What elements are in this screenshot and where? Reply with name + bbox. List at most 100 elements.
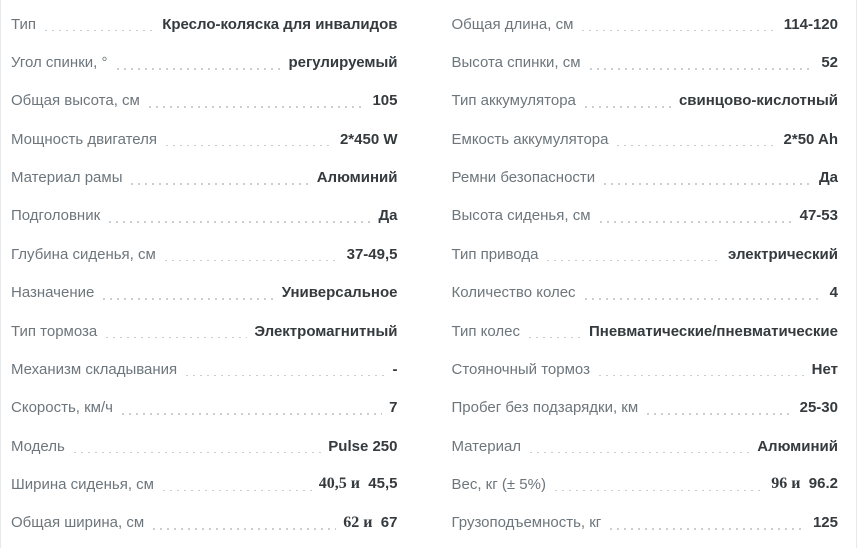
spec-row: Мощность двигателя 2*450 W bbox=[11, 120, 398, 158]
spec-row: Назначение Универсальное bbox=[11, 274, 398, 312]
spec-row: Общая длина, см 114-120 bbox=[452, 5, 839, 43]
spec-label: Ширина сиденья, см bbox=[11, 475, 154, 493]
spec-row: Глубина сиденья, см 37-49,5 bbox=[11, 235, 398, 273]
spec-label: Тип bbox=[11, 15, 37, 33]
spec-value-part: Да bbox=[818, 169, 838, 187]
spec-value-part: 62 и bbox=[343, 513, 373, 531]
spec-label: Мощность двигателя bbox=[11, 130, 158, 148]
dotted-leader bbox=[166, 144, 333, 147]
spec-value: Универсальное bbox=[282, 284, 398, 301]
spec-label: Ремни безопасности bbox=[451, 169, 596, 187]
spec-value: 96 и 96.2 bbox=[771, 475, 838, 493]
dotted-leader bbox=[109, 220, 372, 223]
spec-value-part: Алюминий bbox=[316, 169, 398, 187]
spec-value: 52 bbox=[821, 54, 838, 71]
spec-label: Механизм складывания bbox=[11, 360, 178, 378]
spec-label: Тип аккумулятора bbox=[451, 92, 576, 110]
dotted-leader bbox=[582, 29, 777, 32]
spec-row: Общая высота, см 105 bbox=[11, 82, 398, 120]
dotted-leader bbox=[164, 259, 340, 262]
spec-value-part: 25-30 bbox=[799, 399, 838, 417]
spec-row: Механизм складывания - bbox=[11, 350, 398, 388]
spec-value: Да bbox=[819, 169, 838, 186]
spec-value: Алюминий bbox=[317, 169, 398, 186]
spec-value: Пневматические/пневматические bbox=[589, 323, 838, 340]
spec-row: Вес, кг (± 5%) 96 и 96.2 bbox=[452, 465, 839, 503]
spec-value: Алюминий bbox=[757, 438, 838, 455]
dotted-leader bbox=[529, 336, 582, 339]
spec-row: Материал рамы Алюминий bbox=[11, 158, 398, 196]
spec-label: Стояночный тормоз bbox=[451, 360, 590, 378]
spec-label: Материал bbox=[451, 437, 522, 455]
spec-value-part: 67 bbox=[372, 513, 398, 531]
spec-label: Высота спинки, см bbox=[451, 54, 581, 72]
spec-row: Пробег без подзарядки, км 25-30 bbox=[452, 389, 839, 427]
spec-value: - bbox=[393, 361, 398, 378]
spec-value: Pulse 250 bbox=[328, 438, 397, 455]
dotted-leader bbox=[45, 29, 156, 32]
spec-value-part: 125 bbox=[812, 514, 838, 532]
spec-label: Материал рамы bbox=[11, 169, 123, 187]
spec-row: Ремни безопасности Да bbox=[452, 158, 839, 196]
spec-value-part: Алюминий bbox=[757, 437, 838, 455]
spec-value-part: - bbox=[392, 360, 398, 378]
dotted-leader bbox=[617, 144, 777, 147]
spec-value: 47-53 bbox=[800, 207, 838, 224]
spec-value: 114-120 bbox=[784, 16, 838, 33]
spec-label: Грузоподъемность, кг bbox=[451, 514, 602, 532]
spec-column-left: Тип Кресло-коляска для инвалидов Угол сп… bbox=[11, 5, 398, 542]
spec-value-part: регулируемый bbox=[288, 54, 398, 72]
spec-row: Модель Pulse 250 bbox=[11, 427, 398, 465]
dotted-leader bbox=[599, 220, 793, 223]
spec-label: Тип тормоза bbox=[11, 322, 98, 340]
dotted-leader bbox=[162, 489, 312, 492]
spec-label: Тип колес bbox=[451, 322, 521, 340]
dotted-leader bbox=[598, 374, 805, 377]
spec-value-part: 37-49,5 bbox=[346, 245, 398, 263]
spec-row: Скорость, км/ч 7 bbox=[11, 389, 398, 427]
spec-value-part: 52 bbox=[821, 54, 838, 72]
spec-label: Пробег без подзарядки, км bbox=[451, 399, 639, 417]
spec-value-part: 47-53 bbox=[799, 207, 838, 225]
spec-value-part: Пневматические/пневматические bbox=[588, 322, 838, 340]
spec-value: 4 bbox=[830, 284, 838, 301]
spec-row: Высота сиденья, см 47-53 bbox=[452, 197, 839, 235]
spec-value-part: Pulse 250 bbox=[328, 437, 398, 455]
dotted-leader bbox=[647, 412, 793, 415]
spec-label: Вес, кг (± 5%) bbox=[451, 475, 546, 493]
spec-row: Тип колес Пневматические/пневматические bbox=[452, 312, 839, 350]
spec-label: Общая ширина, см bbox=[11, 514, 145, 532]
dotted-leader bbox=[584, 105, 672, 108]
spec-value: 2*50 Ah bbox=[784, 131, 838, 148]
spec-value-part: электрический bbox=[728, 245, 838, 263]
spec-row: Количество колес 4 bbox=[452, 274, 839, 312]
spec-value: 37-49,5 bbox=[347, 246, 398, 263]
spec-value-part: 105 bbox=[372, 92, 398, 110]
spec-value: Кресло-коляска для инвалидов bbox=[162, 16, 397, 33]
spec-label: Модель bbox=[11, 437, 65, 455]
dotted-leader bbox=[547, 259, 722, 262]
spec-value-part: 45,5 bbox=[359, 475, 398, 493]
spec-value: 2*450 W bbox=[340, 131, 398, 148]
dotted-leader bbox=[103, 297, 275, 300]
spec-value: 40,5 и 45,5 bbox=[319, 475, 398, 493]
spec-value-part: Да bbox=[378, 207, 398, 225]
spec-value: 62 и 67 bbox=[343, 514, 397, 532]
dotted-leader bbox=[116, 67, 282, 70]
spec-row: Тип привода электрический bbox=[452, 235, 839, 273]
spec-row: Материал Алюминий bbox=[452, 427, 839, 465]
dotted-leader bbox=[106, 336, 248, 339]
spec-value-part: 40,5 и bbox=[318, 475, 360, 493]
spec-row: Емкость аккумулятора 2*50 Ah bbox=[452, 120, 839, 158]
spec-row: Общая ширина, см 62 и 67 bbox=[11, 504, 398, 542]
spec-label: Высота сиденья, см bbox=[451, 207, 591, 225]
spec-row: Грузоподъемность, кг 125 bbox=[452, 504, 839, 542]
spec-value-part: 7 bbox=[389, 399, 398, 417]
spec-value: 7 bbox=[389, 399, 397, 416]
spec-value-part: Кресло-коляска для инвалидов bbox=[162, 15, 398, 33]
spec-label: Общая длина, см bbox=[451, 15, 574, 33]
dotted-leader bbox=[186, 374, 386, 377]
spec-value: свинцово-кислотный bbox=[679, 92, 838, 109]
spec-row: Тип тормоза Электромагнитный bbox=[11, 312, 398, 350]
dotted-leader bbox=[610, 527, 806, 530]
